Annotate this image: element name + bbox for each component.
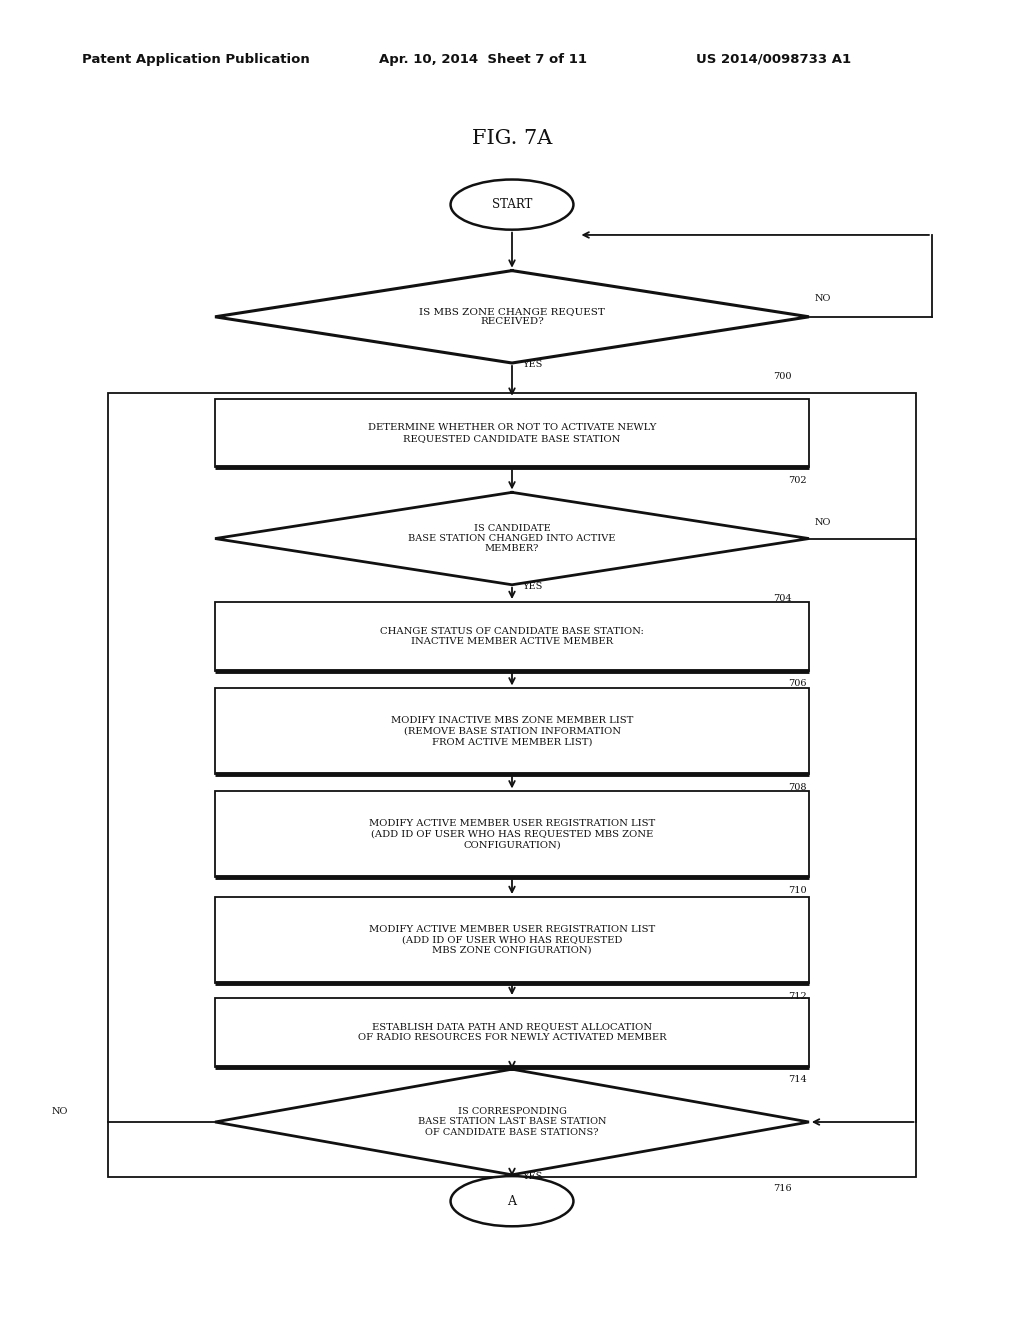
Polygon shape — [215, 271, 809, 363]
Text: 708: 708 — [788, 783, 807, 792]
Text: 704: 704 — [773, 594, 792, 603]
Text: 706: 706 — [788, 680, 807, 689]
Text: US 2014/0098733 A1: US 2014/0098733 A1 — [696, 53, 851, 66]
Text: IS MBS ZONE CHANGE REQUEST
RECEIVED?: IS MBS ZONE CHANGE REQUEST RECEIVED? — [419, 308, 605, 326]
Text: NO: NO — [51, 1107, 68, 1117]
FancyBboxPatch shape — [215, 998, 809, 1067]
Polygon shape — [215, 1069, 809, 1175]
Polygon shape — [215, 492, 809, 585]
Text: MODIFY INACTIVE MBS ZONE MEMBER LIST
(REMOVE BASE STATION INFORMATION
FROM ACTIV: MODIFY INACTIVE MBS ZONE MEMBER LIST (RE… — [391, 717, 633, 746]
Text: YES: YES — [522, 1172, 543, 1181]
Text: 702: 702 — [788, 477, 807, 486]
Ellipse shape — [451, 180, 573, 230]
Text: CHANGE STATUS OF CANDIDATE BASE STATION:
INACTIVE MEMBER ACTIVE MEMBER: CHANGE STATUS OF CANDIDATE BASE STATION:… — [380, 627, 644, 645]
Text: MODIFY ACTIVE MEMBER USER REGISTRATION LIST
(ADD ID OF USER WHO HAS REQUESTED
MB: MODIFY ACTIVE MEMBER USER REGISTRATION L… — [369, 925, 655, 954]
Text: Apr. 10, 2014  Sheet 7 of 11: Apr. 10, 2014 Sheet 7 of 11 — [379, 53, 587, 66]
FancyBboxPatch shape — [215, 399, 809, 467]
Text: DETERMINE WHETHER OR NOT TO ACTIVATE NEWLY
REQUESTED CANDIDATE BASE STATION: DETERMINE WHETHER OR NOT TO ACTIVATE NEW… — [368, 424, 656, 442]
FancyBboxPatch shape — [215, 602, 809, 671]
Text: NO: NO — [814, 294, 830, 304]
Text: 716: 716 — [773, 1184, 792, 1193]
Text: ESTABLISH DATA PATH AND REQUEST ALLOCATION
OF RADIO RESOURCES FOR NEWLY ACTIVATE: ESTABLISH DATA PATH AND REQUEST ALLOCATI… — [357, 1023, 667, 1041]
Text: 710: 710 — [788, 886, 807, 895]
FancyBboxPatch shape — [215, 791, 809, 876]
Text: IS CORRESPONDING
BASE STATION LAST BASE STATION
OF CANDIDATE BASE STATIONS?: IS CORRESPONDING BASE STATION LAST BASE … — [418, 1107, 606, 1137]
FancyBboxPatch shape — [215, 898, 809, 982]
Text: 712: 712 — [788, 991, 807, 1001]
Text: YES: YES — [522, 582, 543, 591]
Text: NO: NO — [814, 519, 830, 528]
Text: IS CANDIDATE
BASE STATION CHANGED INTO ACTIVE
MEMBER?: IS CANDIDATE BASE STATION CHANGED INTO A… — [409, 524, 615, 553]
Ellipse shape — [451, 1176, 573, 1226]
Text: MODIFY ACTIVE MEMBER USER REGISTRATION LIST
(ADD ID OF USER WHO HAS REQUESTED MB: MODIFY ACTIVE MEMBER USER REGISTRATION L… — [369, 820, 655, 849]
Text: 714: 714 — [788, 1076, 807, 1085]
Text: 700: 700 — [773, 372, 792, 381]
FancyBboxPatch shape — [215, 689, 809, 774]
Text: FIG. 7A: FIG. 7A — [472, 129, 552, 148]
Text: YES: YES — [522, 360, 543, 370]
Text: A: A — [508, 1195, 516, 1208]
Text: START: START — [492, 198, 532, 211]
Text: Patent Application Publication: Patent Application Publication — [82, 53, 309, 66]
